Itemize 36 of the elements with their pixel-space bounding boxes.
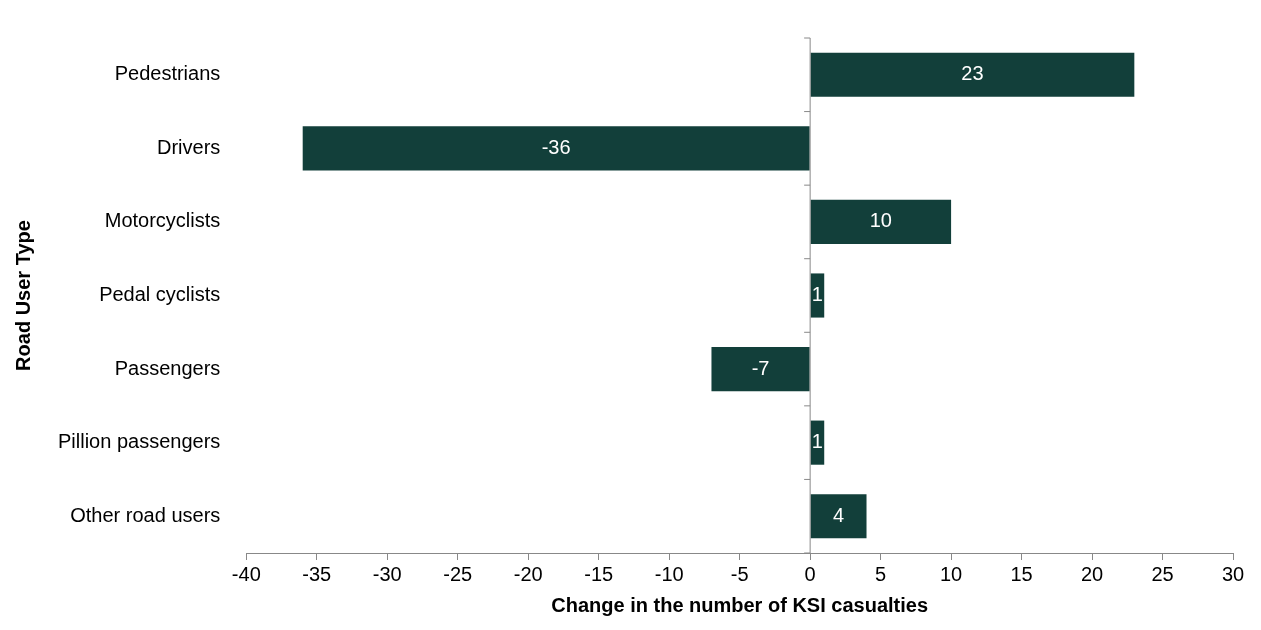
x-tick-label: 0 xyxy=(804,562,816,585)
data-label: 1 xyxy=(811,430,823,453)
x-tick-label: -5 xyxy=(730,562,749,585)
x-tick-label: 5 xyxy=(875,562,887,585)
bar xyxy=(810,494,867,539)
x-tick-label: 10 xyxy=(939,562,963,585)
data-label: 1 xyxy=(811,283,823,306)
data-label: -36 xyxy=(541,135,571,158)
y-tick-label: Other road users xyxy=(70,503,221,526)
data-label: 23 xyxy=(961,62,984,85)
x-tick-label: 30 xyxy=(1221,562,1245,585)
data-label: 4 xyxy=(833,503,845,526)
y-tick-label: Passengers xyxy=(114,356,221,379)
bar xyxy=(810,199,952,244)
x-tick-label: -10 xyxy=(654,562,684,585)
x-tick-label: -25 xyxy=(443,562,473,585)
x-tick-label: -35 xyxy=(302,562,332,585)
y-tick-label: Pedestrians xyxy=(114,62,221,85)
x-tick-label: -15 xyxy=(584,562,614,585)
bar xyxy=(302,126,810,171)
y-tick-label: Pedal cyclists xyxy=(99,283,221,306)
x-tick-label: -20 xyxy=(513,562,543,585)
bar xyxy=(810,52,1135,97)
x-tick-label: -40 xyxy=(231,562,261,585)
y-tick-label: Drivers xyxy=(156,135,221,158)
y-axis-title: Road User Type xyxy=(11,220,34,371)
y-tick-label: Pillion passengers xyxy=(57,430,221,453)
x-axis-title: Change in the number of KSI casualties xyxy=(551,593,929,616)
y-tick-label: Motorcyclists xyxy=(104,209,221,232)
x-tick-label: 25 xyxy=(1151,562,1174,585)
bar xyxy=(711,347,810,392)
x-tick-label: -30 xyxy=(372,562,402,585)
data-label: -7 xyxy=(751,356,770,379)
x-tick-label: 15 xyxy=(1010,562,1033,585)
data-label: 10 xyxy=(869,209,892,232)
x-tick-label: 20 xyxy=(1080,562,1104,585)
